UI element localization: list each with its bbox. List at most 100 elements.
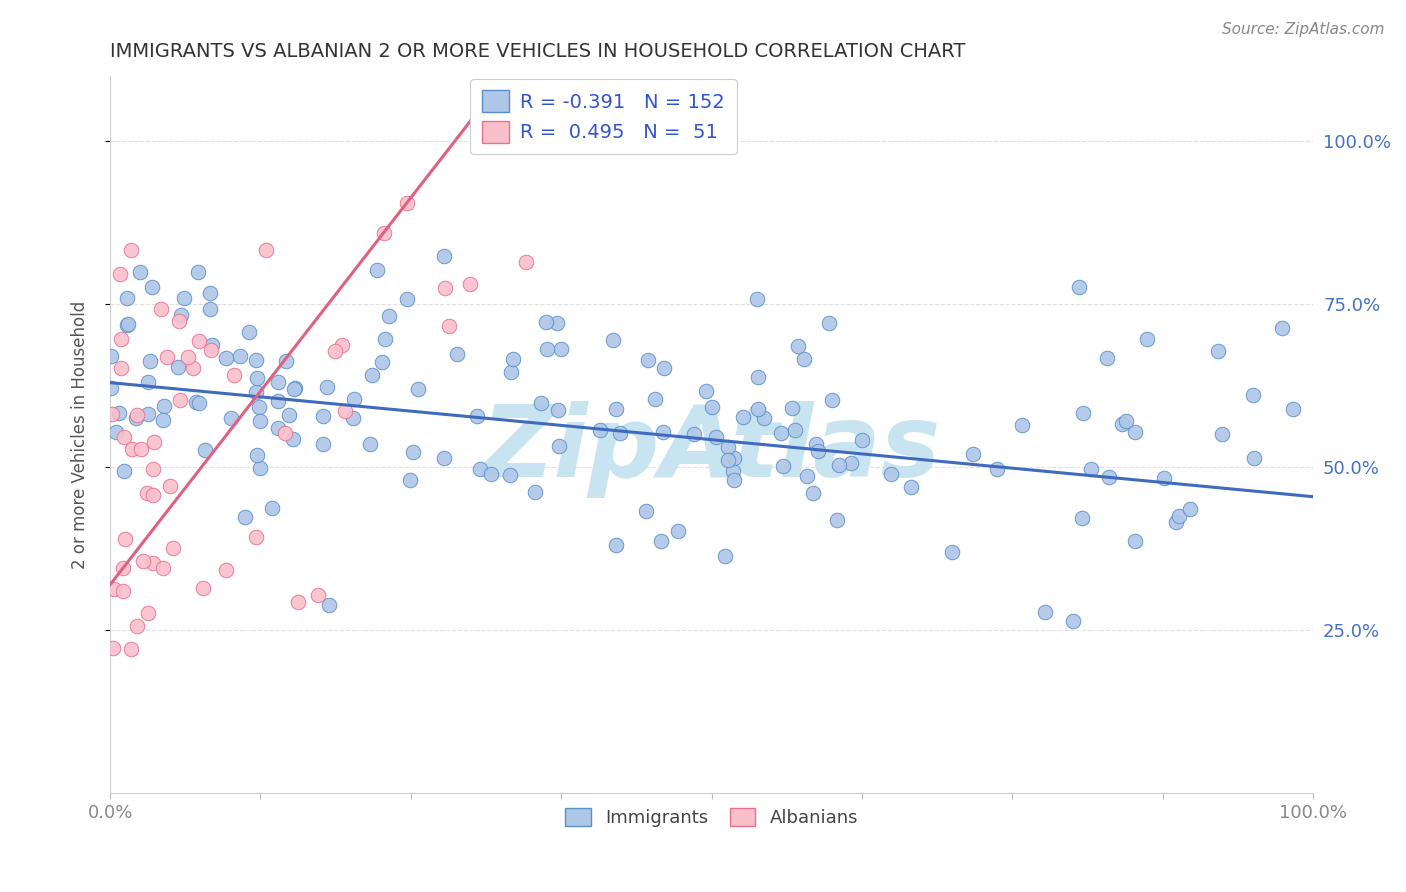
Point [136, 407, 159, 421]
Point [652, 361, 675, 376]
Point [107, 406, 129, 420]
Point [200, 343, 222, 358]
Point [695, 384, 717, 398]
Point [142, 556, 165, 570]
Point [602, 333, 624, 347]
Point [786, 339, 808, 353]
Point [1167, 508, 1189, 523]
Point [114, 532, 136, 546]
Text: IMMIGRANTS VS ALBANIAN 2 OR MORE VEHICLES IN HOUSEHOLD CORRELATION CHART: IMMIGRANTS VS ALBANIAN 2 OR MORE VEHICLE… [110, 42, 966, 61]
Point [283, 383, 305, 397]
Point [637, 353, 659, 368]
Point [245, 530, 267, 544]
Point [465, 409, 488, 423]
Point [1271, 320, 1294, 334]
Point [330, 338, 353, 352]
Point [752, 411, 775, 425]
Point [524, 485, 547, 500]
Point [267, 394, 290, 409]
Point [821, 393, 844, 408]
Point [1123, 534, 1146, 549]
Point [1098, 470, 1121, 484]
Point [534, 315, 557, 329]
Point [550, 342, 572, 356]
Point [194, 443, 217, 458]
Point [100, 407, 122, 421]
Point [700, 400, 723, 414]
Point [238, 325, 260, 339]
Point [114, 430, 136, 444]
Point [682, 426, 704, 441]
Point [793, 351, 815, 366]
Point [142, 488, 165, 502]
Point [127, 618, 149, 632]
Point [806, 436, 828, 450]
Point [221, 411, 243, 425]
Point [246, 448, 269, 462]
Point [361, 368, 384, 383]
Point [723, 473, 745, 487]
Point [281, 432, 304, 446]
Point [1282, 401, 1305, 416]
Point [723, 451, 745, 466]
Point [167, 360, 190, 375]
Point [502, 352, 524, 367]
Point [138, 376, 160, 390]
Point [181, 360, 204, 375]
Point [152, 413, 174, 427]
Point [100, 349, 122, 363]
Point [785, 423, 807, 437]
Point [115, 318, 138, 333]
Point [108, 267, 131, 281]
Point [142, 462, 165, 476]
Point [704, 430, 727, 444]
Point [373, 226, 395, 240]
Point [433, 281, 456, 295]
Point [399, 473, 422, 487]
Y-axis label: 2 or more Vehicles in Household: 2 or more Vehicles in Household [72, 301, 89, 569]
Point [1080, 462, 1102, 476]
Point [1062, 615, 1084, 629]
Point [547, 402, 569, 417]
Point [402, 445, 425, 459]
Point [395, 293, 418, 307]
Point [120, 642, 142, 657]
Point [100, 381, 122, 395]
Point [287, 595, 309, 609]
Point [129, 265, 152, 279]
Point [201, 338, 224, 352]
Point [468, 462, 491, 476]
Legend: Immigrants, Albanians: Immigrants, Albanians [558, 801, 865, 835]
Point [747, 369, 769, 384]
Point [609, 426, 631, 441]
Point [986, 462, 1008, 476]
Point [548, 439, 571, 453]
Point [125, 411, 148, 425]
Point [1111, 417, 1133, 432]
Point [515, 255, 537, 269]
Point [222, 368, 245, 383]
Point [825, 513, 848, 527]
Point [1067, 280, 1090, 294]
Point [117, 291, 139, 305]
Point [714, 549, 737, 564]
Point [650, 534, 672, 549]
Point [245, 353, 267, 368]
Point [103, 640, 125, 655]
Point [262, 501, 284, 516]
Point [129, 442, 152, 457]
Point [1206, 343, 1229, 358]
Point [215, 351, 238, 365]
Point [117, 318, 139, 332]
Point [120, 244, 142, 258]
Point [731, 410, 754, 425]
Point [1123, 425, 1146, 439]
Point [283, 381, 305, 395]
Point [267, 376, 290, 390]
Point [1153, 470, 1175, 484]
Point [807, 444, 830, 458]
Point [112, 464, 135, 478]
Point [187, 265, 209, 279]
Point [359, 436, 381, 450]
Point [184, 395, 207, 409]
